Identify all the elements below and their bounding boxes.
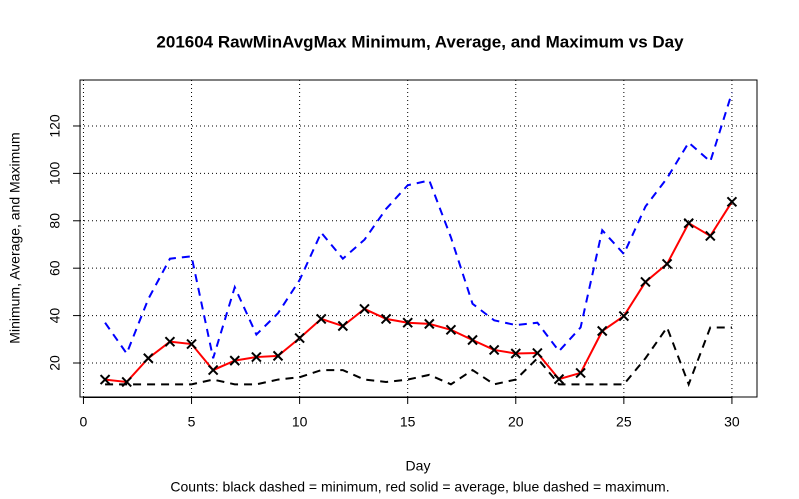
point-marker — [618, 310, 630, 322]
chart-title: 201604 RawMinAvgMax Minimum, Average, an… — [156, 32, 684, 51]
point-marker — [99, 374, 111, 385]
point-marker — [186, 338, 197, 350]
y-tick-label: 80 — [47, 213, 63, 229]
x-tick-label: 5 — [188, 414, 196, 430]
x-axis-label: Day — [406, 458, 431, 474]
point-marker — [164, 336, 176, 347]
point-marker — [553, 373, 565, 385]
y-axis-label: Minimum, Average, and Maximum — [7, 132, 23, 343]
point-marker — [337, 320, 349, 332]
point-marker — [510, 348, 521, 359]
y-tick-label: 20 — [47, 355, 63, 371]
y-tick-label: 100 — [47, 161, 63, 185]
point-marker — [229, 355, 240, 366]
point-marker — [575, 367, 586, 379]
plot-box — [79, 79, 758, 398]
point-marker — [705, 230, 716, 242]
y-tick-label: 120 — [47, 114, 63, 138]
point-marker — [380, 313, 392, 325]
point-marker — [121, 376, 132, 388]
point-marker — [597, 325, 608, 337]
point-marker — [488, 344, 500, 356]
point-marker — [445, 324, 457, 336]
x-tick-label: 15 — [400, 414, 416, 430]
point-marker — [316, 313, 327, 325]
x-tick-label: 25 — [616, 414, 632, 430]
series-line — [105, 325, 732, 388]
point-marker — [143, 353, 154, 364]
point-marker — [467, 334, 478, 346]
point-marker — [207, 364, 219, 376]
y-tick-label: 40 — [47, 308, 63, 324]
point-marker — [272, 350, 284, 362]
point-marker — [683, 217, 694, 229]
point-marker — [402, 317, 413, 328]
x-tick-label: 0 — [80, 414, 88, 430]
point-marker — [640, 276, 651, 288]
point-marker — [359, 303, 370, 315]
y-tick-label: 60 — [47, 260, 63, 276]
series-line — [104, 92, 733, 359]
point-marker — [294, 332, 305, 344]
caption: Counts: black dashed = minimum, red soli… — [170, 479, 669, 495]
x-tick-label: 30 — [724, 414, 740, 430]
x-tick-label: 10 — [292, 414, 308, 430]
point-marker — [424, 318, 435, 330]
point-marker — [726, 196, 738, 208]
point-marker — [661, 258, 673, 270]
x-tick-label: 20 — [508, 414, 524, 430]
point-marker — [532, 347, 543, 359]
point-marker — [251, 351, 262, 363]
